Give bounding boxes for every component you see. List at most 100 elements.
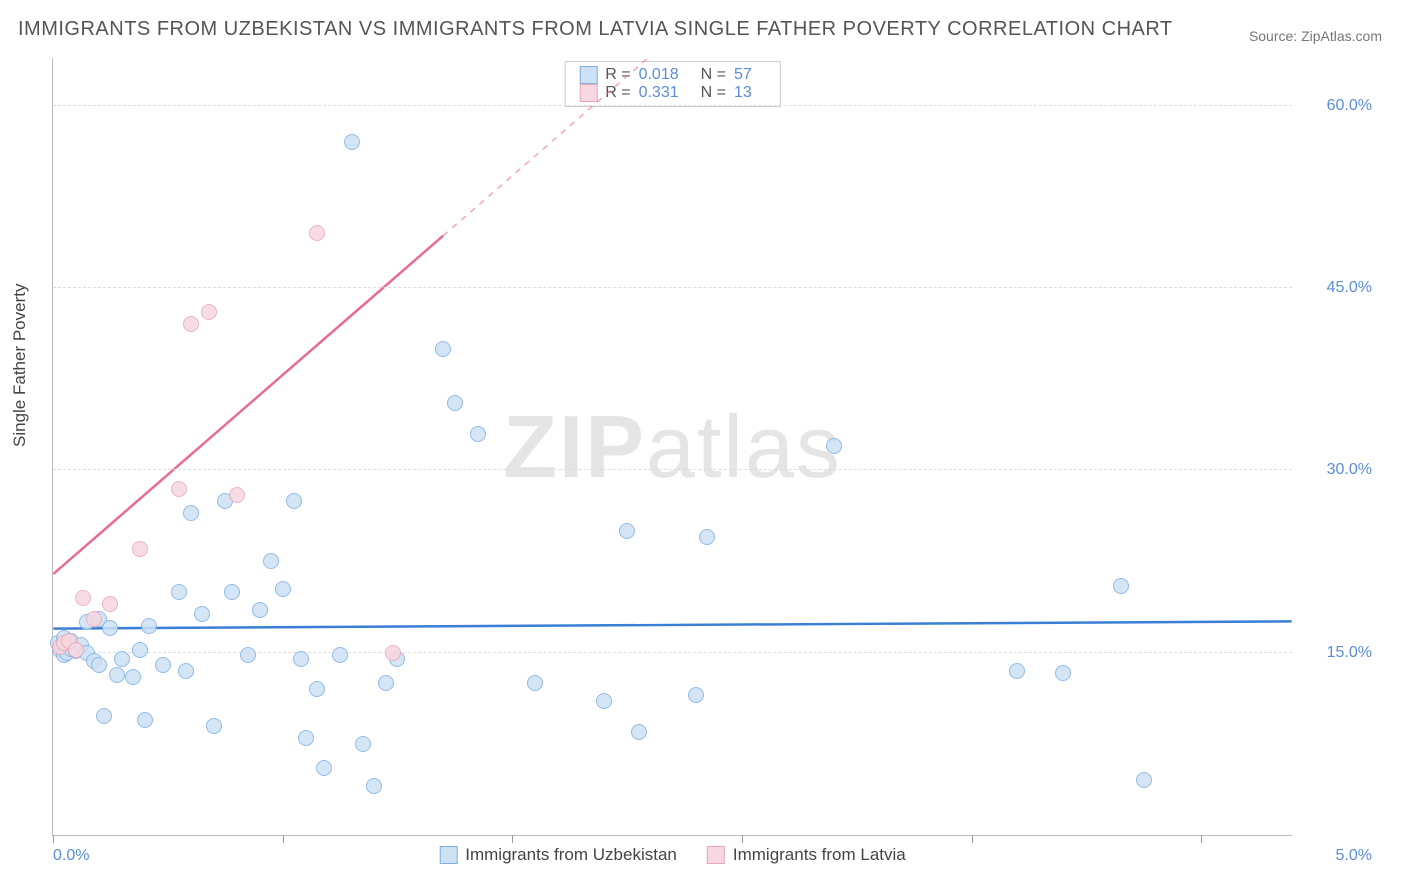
scatter-point bbox=[252, 602, 268, 618]
series-swatch-latvia bbox=[579, 84, 597, 102]
scatter-point bbox=[137, 712, 153, 728]
stats-row: R = 0.018 N = 57 bbox=[579, 66, 766, 84]
y-tick-label: 60.0% bbox=[1302, 97, 1372, 115]
r-label: R = bbox=[605, 66, 630, 84]
x-tick bbox=[972, 835, 973, 843]
x-tick bbox=[1201, 835, 1202, 843]
scatter-point bbox=[286, 493, 302, 509]
y-axis-label: Single Father Poverty bbox=[10, 284, 30, 447]
scatter-point bbox=[183, 505, 199, 521]
scatter-point bbox=[309, 225, 325, 241]
scatter-point bbox=[96, 708, 112, 724]
watermark-rest: atlas bbox=[646, 397, 842, 496]
scatter-point bbox=[332, 647, 348, 663]
scatter-point bbox=[201, 304, 217, 320]
scatter-point bbox=[141, 618, 157, 634]
scatter-point bbox=[75, 590, 91, 606]
scatter-point bbox=[263, 553, 279, 569]
scatter-point bbox=[699, 529, 715, 545]
scatter-point bbox=[275, 581, 291, 597]
bottom-legend: Immigrants from Uzbekistan Immigrants fr… bbox=[439, 845, 906, 865]
scatter-point bbox=[114, 651, 130, 667]
x-tick bbox=[512, 835, 513, 843]
source-prefix: Source: bbox=[1249, 28, 1301, 44]
gridline bbox=[53, 652, 1292, 653]
plot-region: ZIPatlas R = 0.018 N = 57 R = 0.331 N = … bbox=[52, 58, 1292, 836]
legend-item: Immigrants from Latvia bbox=[707, 845, 906, 865]
trend-lines-layer bbox=[53, 58, 1292, 835]
gridline bbox=[53, 287, 1292, 288]
scatter-point bbox=[688, 687, 704, 703]
stats-row: R = 0.331 N = 13 bbox=[579, 84, 766, 102]
scatter-point bbox=[240, 647, 256, 663]
scatter-point bbox=[1009, 663, 1025, 679]
scatter-point bbox=[309, 681, 325, 697]
source-attribution: Source: ZipAtlas.com bbox=[1249, 28, 1382, 44]
chart-title: IMMIGRANTS FROM UZBEKISTAN VS IMMIGRANTS… bbox=[18, 18, 1173, 41]
scatter-point bbox=[293, 651, 309, 667]
x-tick bbox=[283, 835, 284, 843]
scatter-point bbox=[435, 341, 451, 357]
scatter-point bbox=[366, 778, 382, 794]
scatter-point bbox=[385, 645, 401, 661]
scatter-point bbox=[206, 718, 222, 734]
legend-label: Immigrants from Uzbekistan bbox=[465, 845, 677, 865]
legend-label: Immigrants from Latvia bbox=[733, 845, 906, 865]
scatter-point bbox=[132, 642, 148, 658]
scatter-point bbox=[68, 642, 84, 658]
scatter-point bbox=[596, 693, 612, 709]
scatter-point bbox=[109, 667, 125, 683]
gridline bbox=[53, 469, 1292, 470]
legend-swatch-latvia bbox=[707, 846, 725, 864]
legend-item: Immigrants from Uzbekistan bbox=[439, 845, 677, 865]
scatter-point bbox=[132, 541, 148, 557]
x-tick bbox=[53, 835, 54, 843]
scatter-point bbox=[1113, 578, 1129, 594]
n-value-uzbekistan: 57 bbox=[734, 66, 752, 84]
x-axis-min-label: 0.0% bbox=[53, 847, 89, 865]
scatter-point bbox=[178, 663, 194, 679]
legend-swatch-uzbekistan bbox=[439, 846, 457, 864]
scatter-point bbox=[826, 438, 842, 454]
scatter-point bbox=[171, 584, 187, 600]
y-tick-label: 15.0% bbox=[1302, 644, 1372, 662]
n-label: N = bbox=[701, 66, 726, 84]
n-label: N = bbox=[701, 84, 726, 102]
x-axis-max-label: 5.0% bbox=[1336, 847, 1372, 865]
scatter-point bbox=[194, 606, 210, 622]
series-swatch-uzbekistan bbox=[579, 66, 597, 84]
gridline bbox=[53, 105, 1292, 106]
scatter-point bbox=[378, 675, 394, 691]
scatter-point bbox=[155, 657, 171, 673]
watermark: ZIPatlas bbox=[503, 396, 842, 498]
scatter-point bbox=[316, 760, 332, 776]
scatter-point bbox=[470, 426, 486, 442]
r-value-uzbekistan: 0.018 bbox=[639, 66, 679, 84]
scatter-point bbox=[447, 395, 463, 411]
scatter-point bbox=[229, 487, 245, 503]
scatter-point bbox=[1055, 665, 1071, 681]
scatter-point bbox=[1136, 772, 1152, 788]
scatter-point bbox=[527, 675, 543, 691]
scatter-point bbox=[125, 669, 141, 685]
scatter-point bbox=[171, 481, 187, 497]
stats-legend-box: R = 0.018 N = 57 R = 0.331 N = 13 bbox=[564, 61, 781, 107]
scatter-point bbox=[619, 523, 635, 539]
n-value-latvia: 13 bbox=[734, 84, 752, 102]
scatter-point bbox=[91, 657, 107, 673]
r-label: R = bbox=[605, 84, 630, 102]
y-tick-label: 45.0% bbox=[1302, 279, 1372, 297]
scatter-point bbox=[102, 596, 118, 612]
scatter-point bbox=[355, 736, 371, 752]
scatter-point bbox=[183, 316, 199, 332]
scatter-point bbox=[102, 620, 118, 636]
y-tick-label: 30.0% bbox=[1302, 461, 1372, 479]
scatter-point bbox=[86, 611, 102, 627]
r-value-latvia: 0.331 bbox=[639, 84, 679, 102]
scatter-point bbox=[298, 730, 314, 746]
watermark-bold: ZIP bbox=[503, 397, 646, 496]
scatter-point bbox=[224, 584, 240, 600]
source-link[interactable]: ZipAtlas.com bbox=[1301, 28, 1382, 44]
scatter-point bbox=[344, 134, 360, 150]
x-tick bbox=[742, 835, 743, 843]
